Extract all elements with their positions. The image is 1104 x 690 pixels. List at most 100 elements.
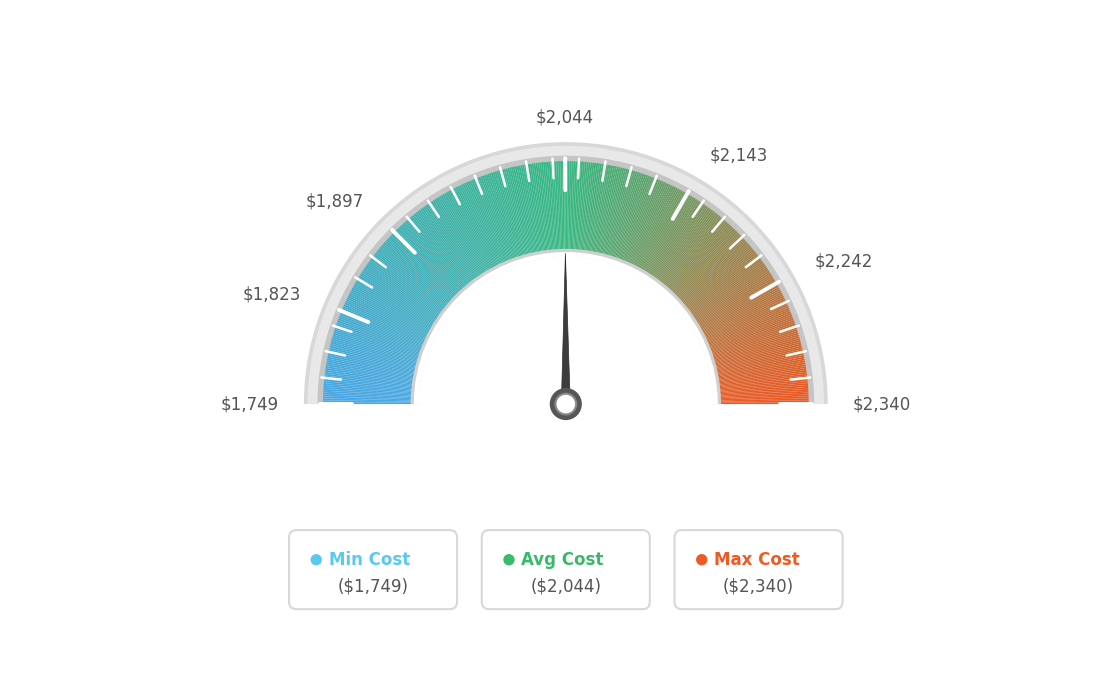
Wedge shape [715,350,807,372]
Wedge shape [363,260,442,316]
Wedge shape [661,211,722,285]
Wedge shape [673,228,741,296]
Wedge shape [340,301,426,341]
Wedge shape [699,282,782,329]
Wedge shape [683,246,757,307]
Wedge shape [613,169,644,259]
Wedge shape [541,158,551,252]
Wedge shape [497,166,524,257]
Wedge shape [691,262,769,317]
Text: $1,823: $1,823 [243,285,301,303]
Wedge shape [675,229,742,297]
Wedge shape [534,159,548,252]
Wedge shape [719,381,813,391]
Wedge shape [688,256,765,313]
Wedge shape [358,270,437,322]
Wedge shape [304,142,828,404]
Wedge shape [388,232,456,298]
Wedge shape [319,383,413,392]
Wedge shape [437,193,487,273]
Wedge shape [705,304,793,343]
Wedge shape [716,359,809,377]
Wedge shape [605,165,631,256]
Wedge shape [693,267,773,320]
Wedge shape [523,160,541,253]
Wedge shape [319,386,413,395]
Wedge shape [336,313,423,348]
Wedge shape [349,285,432,331]
Wedge shape [320,379,413,390]
Wedge shape [319,388,413,395]
Wedge shape [343,294,428,337]
Wedge shape [340,302,426,342]
Wedge shape [567,157,570,251]
Wedge shape [618,172,651,260]
Wedge shape [564,157,566,251]
Wedge shape [544,158,554,251]
Wedge shape [376,244,449,306]
Wedge shape [566,157,567,251]
Text: $2,143: $2,143 [709,147,767,165]
Wedge shape [432,195,484,275]
Wedge shape [604,165,629,256]
Wedge shape [577,158,587,251]
FancyBboxPatch shape [481,530,650,609]
Wedge shape [713,339,805,365]
Wedge shape [460,179,501,266]
Wedge shape [390,229,457,297]
Wedge shape [482,171,516,260]
Wedge shape [411,249,721,404]
Wedge shape [412,210,471,284]
Wedge shape [428,197,481,277]
Wedge shape [669,221,733,292]
Wedge shape [597,162,618,255]
Wedge shape [718,369,810,384]
Wedge shape [414,208,473,283]
Wedge shape [319,384,413,393]
Wedge shape [638,186,684,270]
Text: ($2,340): ($2,340) [723,578,794,596]
Wedge shape [552,157,559,251]
Wedge shape [701,288,785,333]
Wedge shape [328,337,418,364]
Wedge shape [652,201,708,279]
Wedge shape [612,168,643,258]
Wedge shape [591,160,608,253]
Wedge shape [455,182,498,267]
Wedge shape [505,164,529,256]
Wedge shape [391,228,458,296]
Wedge shape [710,319,798,352]
Wedge shape [619,172,654,261]
Wedge shape [654,202,710,279]
Wedge shape [666,216,728,288]
Wedge shape [675,230,743,297]
Wedge shape [417,206,475,282]
Wedge shape [445,188,492,270]
Wedge shape [554,157,560,251]
Wedge shape [537,159,549,252]
Wedge shape [703,295,788,337]
Wedge shape [570,157,574,251]
Text: $1,897: $1,897 [305,192,363,210]
Wedge shape [325,346,417,369]
Text: Min Cost: Min Cost [329,551,410,569]
Wedge shape [719,396,813,400]
Wedge shape [346,290,429,335]
Wedge shape [329,333,420,362]
Wedge shape [631,181,672,266]
Wedge shape [716,357,809,377]
Wedge shape [529,159,544,253]
Wedge shape [471,175,508,262]
Wedge shape [704,297,789,339]
Wedge shape [636,185,681,268]
Wedge shape [444,188,491,271]
Wedge shape [359,267,438,320]
Wedge shape [686,251,761,310]
Wedge shape [681,241,753,304]
Wedge shape [500,165,527,256]
Wedge shape [562,157,564,251]
Wedge shape [684,248,758,308]
Wedge shape [687,253,762,311]
Wedge shape [671,224,736,293]
Wedge shape [718,366,810,382]
